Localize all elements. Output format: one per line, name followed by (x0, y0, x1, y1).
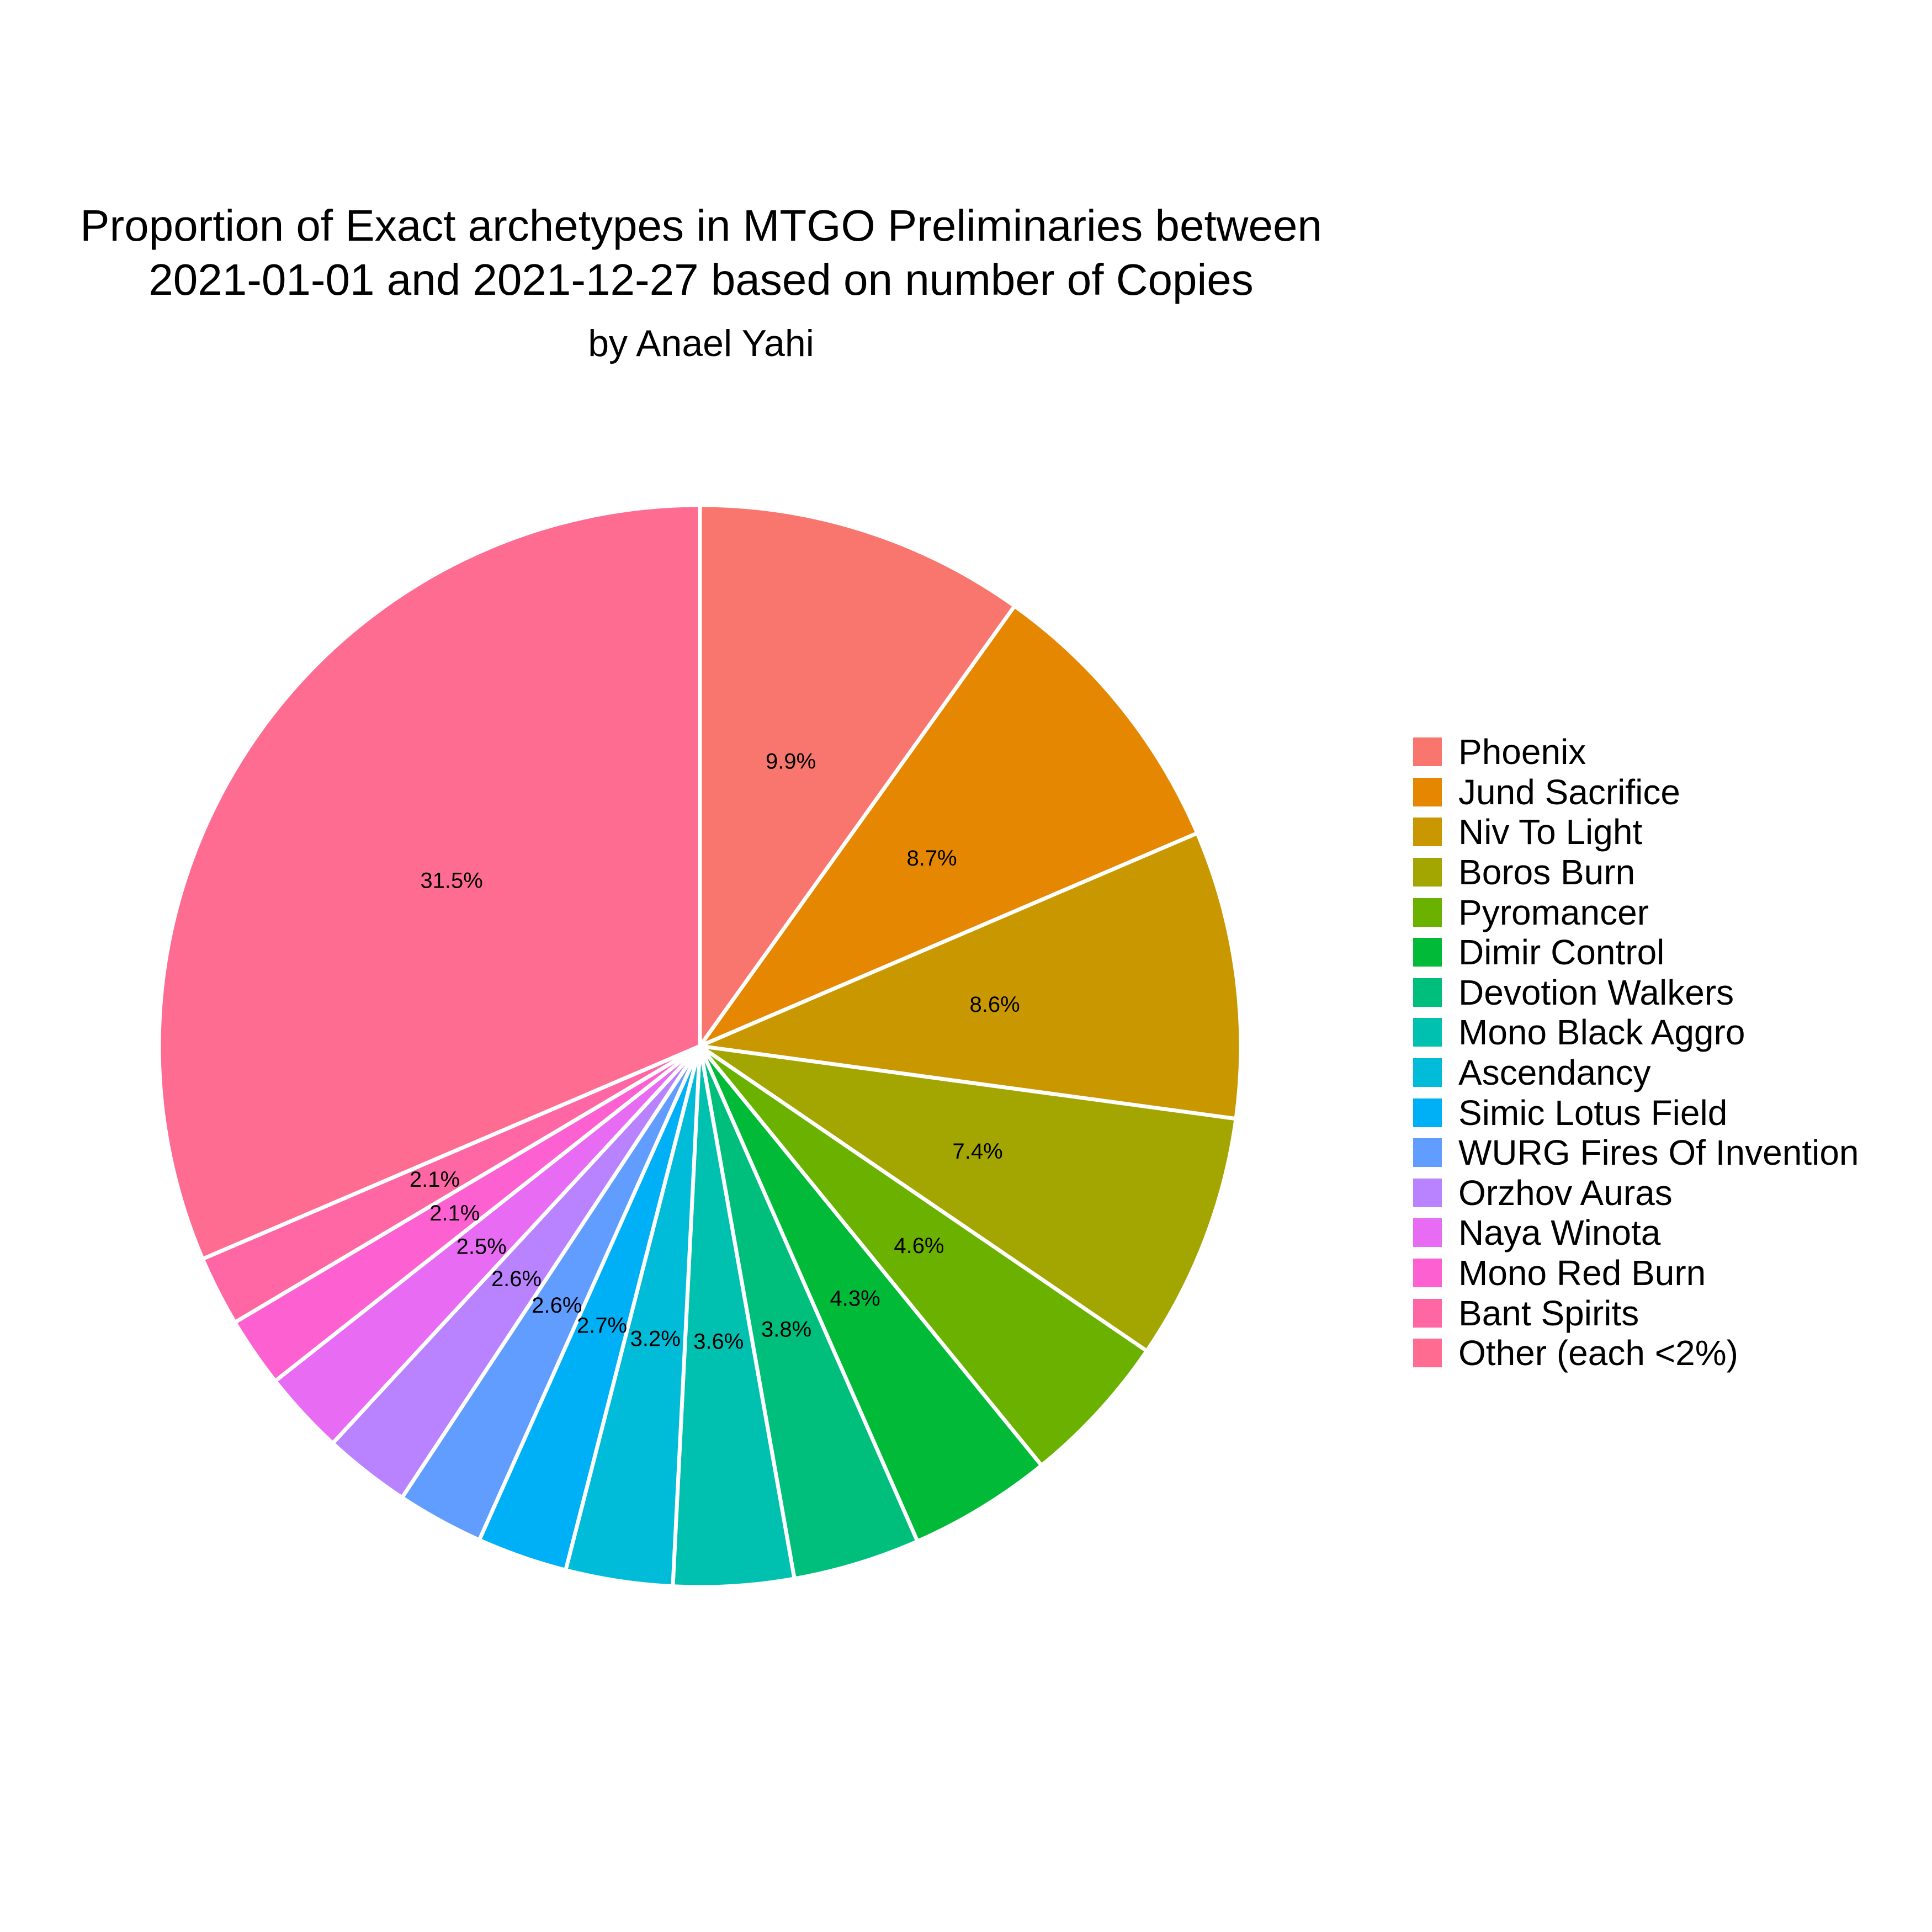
legend-label: Devotion Walkers (1458, 972, 1734, 1012)
slice-label-phoenix: 9.9% (766, 749, 816, 773)
chart-title-line-1: Proportion of Exact archetypes in MTGO P… (80, 201, 1322, 250)
slice-label-jund-sacrifice: 8.7% (906, 846, 957, 871)
pie-slice-devotion-walkers (698, 1044, 920, 1581)
legend-label: Ascendancy (1458, 1053, 1651, 1093)
pie-slice-phoenix (698, 503, 1017, 1048)
legend-item-niv-to-light: Niv To Light (1413, 812, 1859, 852)
legend-item-pyromancer: Pyromancer (1413, 892, 1859, 932)
legend-label: Orzhov Auras (1458, 1172, 1673, 1213)
legend-swatch (1413, 1298, 1442, 1328)
pie-slice-niv-to-light (698, 831, 1243, 1121)
legend-item-mono-red-burn: Mono Red Burn (1413, 1253, 1859, 1293)
slice-label-boros-burn: 7.4% (953, 1139, 1003, 1164)
legend-item-bant-spirits: Bant Spirits (1413, 1293, 1859, 1333)
legend: Phoenix Jund Sacrifice Niv To Light Boros B… (1413, 732, 1859, 1373)
legend-swatch (1413, 737, 1442, 767)
legend-label: Mono Black Aggro (1458, 1012, 1745, 1053)
slice-label-other-each-2: 31.5% (420, 869, 482, 893)
slice-label-dimir-control: 4.3% (830, 1286, 880, 1310)
legend-swatch (1413, 1098, 1442, 1127)
legend-label: WURG Fires Of Invention (1458, 1133, 1859, 1173)
legend-item-ascendancy: Ascendancy (1413, 1053, 1859, 1093)
legend-item-phoenix: Phoenix (1413, 732, 1859, 772)
chart-subtitle: by Anael Yahi (588, 322, 814, 364)
pie-slice-other-each-2 (157, 503, 702, 1261)
legend-item-jund-sacrifice: Jund Sacrifice (1413, 772, 1859, 813)
legend-label: Dimir Control (1458, 932, 1665, 973)
chart-title-line-2: 2021-01-01 and 2021-12-27 based on numbe… (148, 255, 1254, 304)
pie-labels: 9.9% 8.7% 8.6% 7.4% 4.6% 4.3% 3.8% 3.6% 3.2%2.7%… (410, 749, 1020, 1354)
legend-swatch (1413, 978, 1442, 1007)
pie-slice-dimir-control (698, 1044, 1044, 1543)
legend-swatch (1413, 1138, 1442, 1167)
legend-item-naya-winota: Naya Winota (1413, 1213, 1859, 1253)
legend-label: Jund Sacrifice (1458, 772, 1680, 812)
legend-label: Bant Spirits (1458, 1293, 1639, 1333)
legend-item-mono-black-aggro: Mono Black Aggro (1413, 1012, 1859, 1053)
legend-item-boros-burn: Boros Burn (1413, 852, 1859, 893)
legend-item-devotion-walkers: Devotion Walkers (1413, 973, 1859, 1013)
legend-label: Mono Red Burn (1458, 1253, 1706, 1293)
legend-swatch (1413, 1339, 1442, 1368)
slice-label-ascendancy: 3.2% (630, 1326, 681, 1351)
pie-slice-jund-sacrifice (698, 604, 1199, 1048)
legend-item-other-each-2: Other (each <2%) (1413, 1333, 1859, 1373)
legend-swatch (1413, 1018, 1442, 1047)
legend-label: Other (each <2%) (1458, 1333, 1738, 1373)
slice-label-orzhov-auras: 2.6% (491, 1267, 542, 1291)
legend-swatch (1413, 818, 1442, 847)
legend-swatch (1413, 938, 1442, 967)
legend-swatch (1413, 1058, 1442, 1087)
slice-label-bant-spirits: 2.1% (410, 1167, 460, 1192)
legend-item-wurg-fires-of-invention: WURG Fires Of Invention (1413, 1133, 1859, 1173)
slice-label-devotion-walkers: 3.8% (761, 1317, 811, 1341)
legend-swatch (1413, 898, 1442, 927)
pie-slice-boros-burn (698, 1044, 1238, 1353)
slice-label-naya-winota: 2.5% (457, 1234, 507, 1259)
legend-item-simic-lotus-field: Simic Lotus Field (1413, 1092, 1859, 1133)
legend-label: Naya Winota (1458, 1213, 1661, 1253)
legend-label: Pyromancer (1458, 892, 1649, 932)
slice-label-pyromancer: 4.6% (894, 1234, 944, 1258)
pie-slice-pyromancer (698, 1044, 1149, 1468)
pie-slices (157, 503, 1243, 1589)
legend-swatch (1413, 777, 1442, 806)
legend-label: Boros Burn (1458, 852, 1636, 893)
legend-swatch (1413, 858, 1442, 887)
legend-swatch (1413, 1259, 1442, 1288)
slice-label-wurg-fires-of-invention: 2.6% (532, 1293, 582, 1318)
legend-swatch (1413, 1218, 1442, 1248)
legend-label: Niv To Light (1458, 812, 1643, 852)
legend-item-orzhov-auras: Orzhov Auras (1413, 1173, 1859, 1213)
legend-label: Phoenix (1458, 732, 1586, 772)
legend-label: Simic Lotus Field (1458, 1092, 1728, 1133)
slice-label-niv-to-light: 8.6% (970, 992, 1020, 1017)
slice-label-simic-lotus-field: 2.7% (577, 1314, 627, 1338)
slice-label-mono-red-burn: 2.1% (429, 1201, 480, 1225)
legend-item-dimir-control: Dimir Control (1413, 932, 1859, 973)
chart-title-block: Proportion of Exact archetypes in MTGO P… (0, 199, 1402, 370)
slice-label-mono-black-aggro: 3.6% (693, 1330, 744, 1354)
pie-slice-mono-black-aggro (671, 1044, 797, 1589)
legend-swatch (1413, 1178, 1442, 1207)
